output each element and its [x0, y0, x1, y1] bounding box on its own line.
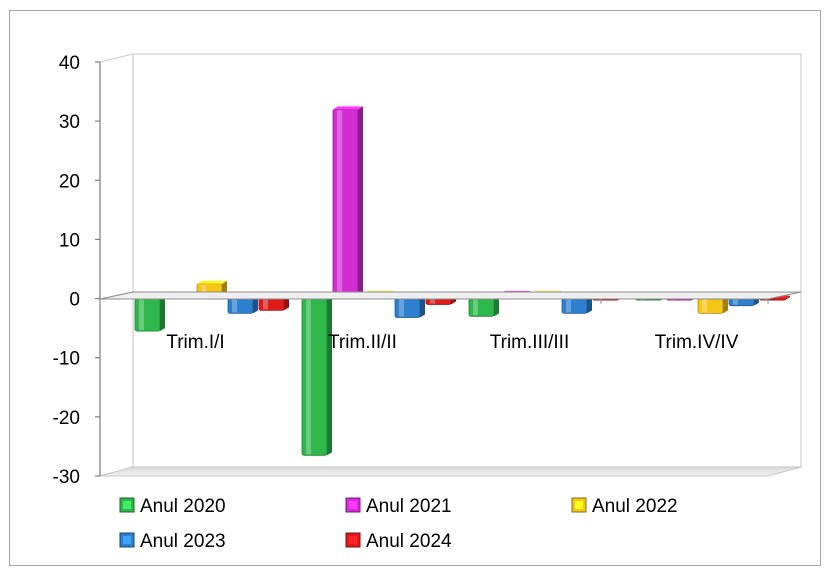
legend-swatch-inner [575, 501, 583, 509]
category-label: Trim.III/III [490, 332, 570, 353]
bar-top [333, 106, 363, 110]
legend-swatch-inner [349, 501, 357, 509]
legend-label: Anul 2022 [592, 496, 678, 517]
bar-highlight [337, 110, 342, 298]
bar-highlight [139, 299, 144, 331]
y-tick-label: -10 [53, 349, 80, 370]
category-label: Trim.II/II [328, 332, 397, 353]
bar-side [420, 295, 425, 318]
bar-side [587, 295, 592, 314]
bar-highlight [702, 299, 707, 313]
legend-label: Anul 2023 [140, 531, 226, 552]
back-wall [132, 53, 802, 468]
y-tick-label: 0 [69, 290, 80, 311]
bar-highlight [201, 284, 206, 298]
bar-highlight [764, 299, 769, 301]
zero-plane [99, 291, 802, 300]
zero-line [99, 291, 802, 304]
bar-side [785, 295, 790, 301]
category-label: Trim.IV/IV [655, 332, 739, 353]
bar-highlight [671, 299, 676, 301]
bar-front [258, 298, 285, 311]
floor [99, 466, 802, 477]
bar-highlight [733, 299, 738, 305]
bar-front [394, 298, 421, 318]
bar-anul-2020-1 [134, 295, 165, 332]
bar-highlight [566, 299, 571, 313]
plot-walls [99, 53, 802, 477]
y-tick-label: -20 [53, 408, 80, 429]
bar-side [327, 295, 332, 456]
bar-top [197, 280, 227, 284]
legend-item: Anul 2020 [119, 496, 226, 517]
bar-highlight [597, 299, 602, 301]
bar-side [160, 295, 165, 332]
y-tick-label: 30 [59, 112, 80, 133]
legend-label: Anul 2020 [140, 496, 226, 517]
legend-swatch-inner [123, 501, 131, 509]
y-tick-label: 40 [59, 53, 80, 74]
bar-highlight [232, 299, 237, 313]
legend-label: Anul 2024 [366, 531, 452, 552]
bar-front [301, 298, 328, 456]
legend-label: Anul 2021 [366, 496, 452, 517]
legend-item: Anul 2024 [345, 531, 452, 552]
legend-swatch-inner [349, 536, 357, 544]
side-wall [99, 53, 134, 477]
bar-front [561, 298, 588, 314]
y-axis: 40 30 20 10 0 -10 -20 -30 [53, 53, 101, 488]
bar-front [468, 298, 495, 317]
bar-side [723, 295, 728, 314]
bars [134, 106, 790, 456]
bar-highlight [640, 299, 645, 301]
bar-anul-2020-2 [301, 295, 332, 456]
legend-item: Anul 2023 [119, 531, 226, 552]
bar-anul-2022-1 [196, 280, 227, 299]
category-label: Trim.I/I [166, 332, 224, 353]
bar-highlight [430, 299, 435, 304]
legend-item: Anul 2022 [571, 496, 678, 517]
bar-front [332, 108, 359, 299]
legend-item: Anul 2021 [345, 496, 452, 517]
y-tick-label: -30 [53, 467, 80, 488]
bar-front [227, 298, 254, 314]
bar-highlight [399, 299, 404, 317]
bar-front [697, 298, 724, 314]
y-tick-label: 10 [59, 230, 80, 251]
y-tick-label: 20 [59, 171, 80, 192]
bar-highlight [473, 299, 478, 316]
bar-side [358, 106, 363, 299]
bar-front [134, 298, 161, 332]
legend-swatch-inner [123, 536, 131, 544]
bar-anul-2023-3 [561, 295, 592, 314]
bar-highlight [263, 299, 268, 310]
bar-anul-2021-2 [332, 106, 363, 299]
bar-front [728, 298, 755, 307]
legend: Anul 2020 Anul 2021 Anul 2022 Anul 2023 Anul… [119, 496, 678, 552]
bar-side [494, 295, 499, 317]
bar-side [253, 295, 258, 314]
bar-highlight [306, 299, 311, 455]
